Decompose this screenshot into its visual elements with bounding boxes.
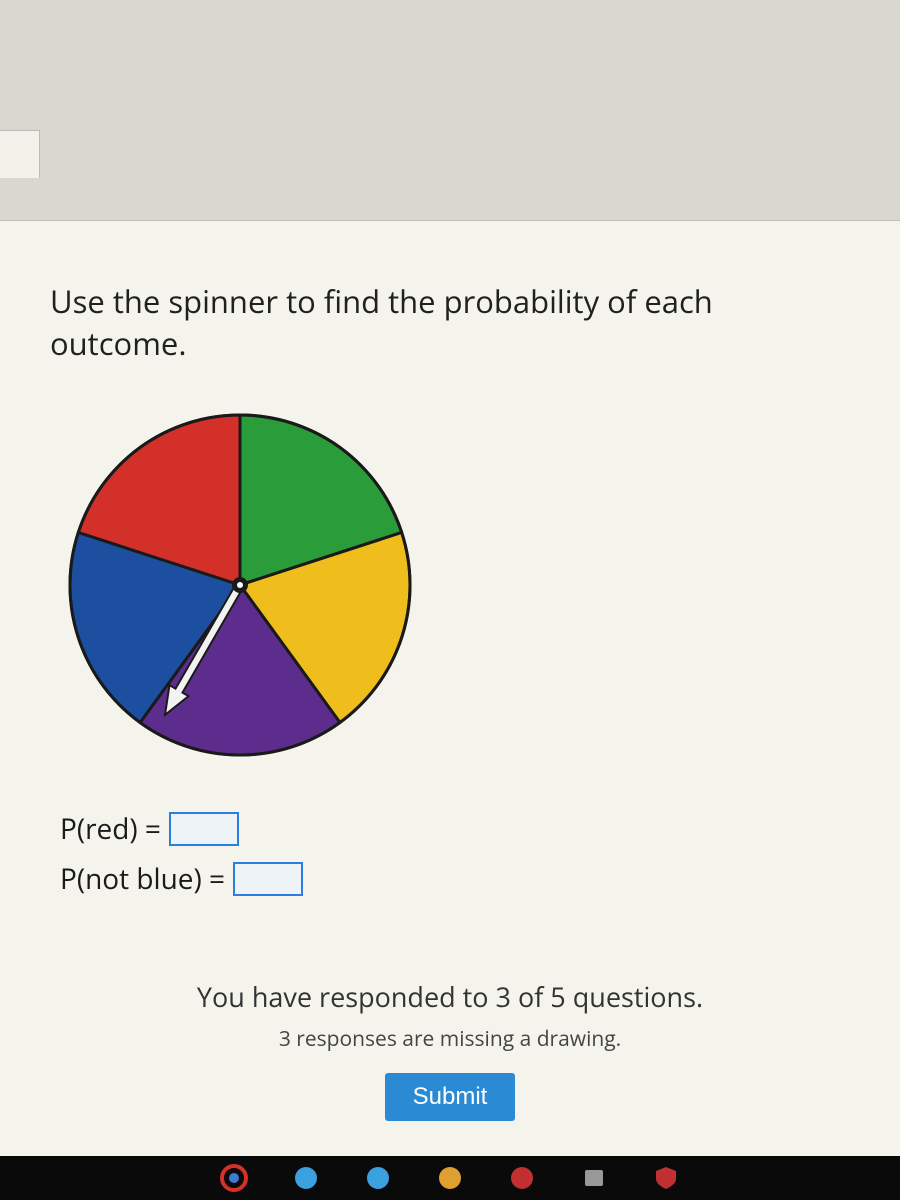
question-card: Use the spinner to find the probability … — [0, 220, 900, 1160]
progress-main-text: You have responded to 3 of 5 questions. — [50, 978, 850, 1015]
progress-block: You have responded to 3 of 5 questions. … — [50, 978, 850, 1121]
chrome-icon[interactable] — [217, 1161, 251, 1195]
submit-button[interactable]: Submit — [385, 1073, 516, 1121]
app-icon[interactable] — [433, 1161, 467, 1195]
answer-input-red[interactable] — [169, 812, 239, 846]
answer-label-notblue: P(not blue) = — [60, 860, 225, 898]
answer-input-notblue[interactable] — [233, 862, 303, 896]
answer-row-notblue: P(not blue) = — [60, 860, 850, 898]
spinner-chart — [60, 405, 850, 770]
edge-icon[interactable] — [289, 1161, 323, 1195]
top-spacer — [0, 0, 900, 130]
answers-block: P(red) = P(not blue) = — [60, 810, 850, 898]
folder-icon[interactable] — [361, 1161, 395, 1195]
progress-sub-text: 3 responses are missing a drawing. — [50, 1025, 850, 1053]
question-text: Use the spinner to find the probability … — [50, 281, 850, 365]
store-icon[interactable] — [505, 1161, 539, 1195]
answer-row-red: P(red) = — [60, 810, 850, 848]
taskbar — [0, 1156, 900, 1200]
tab-corner — [0, 130, 40, 178]
files-icon[interactable] — [577, 1161, 611, 1195]
security-icon[interactable] — [649, 1161, 683, 1195]
answer-label-red: P(red) = — [60, 810, 161, 848]
